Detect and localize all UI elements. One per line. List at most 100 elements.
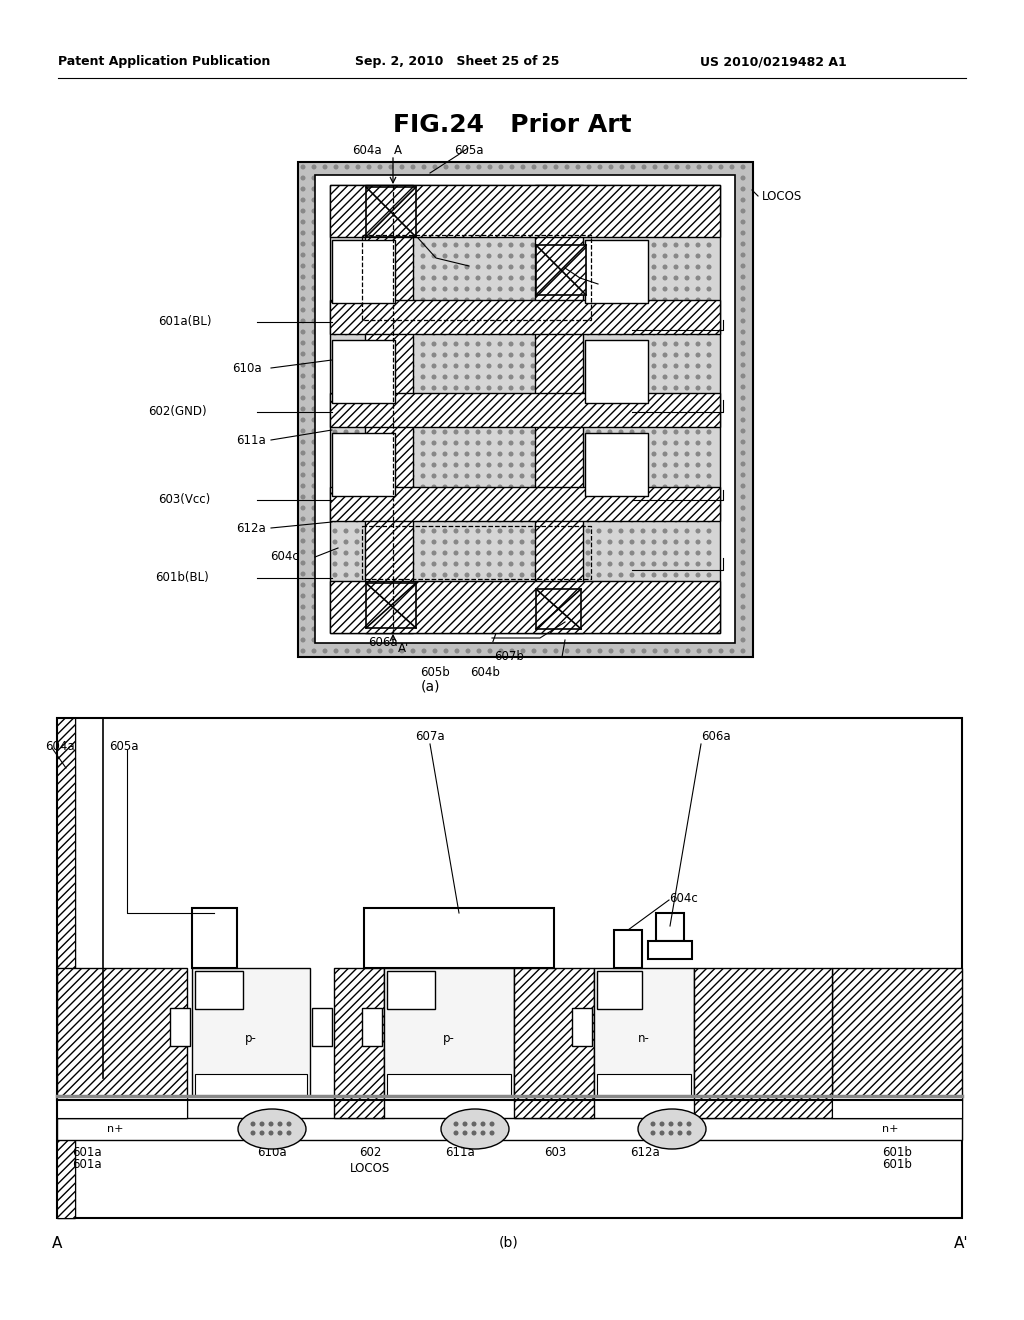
Circle shape — [488, 253, 492, 257]
Circle shape — [499, 430, 502, 434]
Circle shape — [532, 242, 536, 246]
Circle shape — [597, 562, 601, 566]
Circle shape — [465, 265, 469, 269]
Circle shape — [542, 222, 546, 224]
Circle shape — [664, 321, 667, 323]
Circle shape — [553, 354, 557, 356]
Circle shape — [621, 308, 624, 312]
Circle shape — [411, 573, 414, 577]
Circle shape — [565, 407, 568, 411]
Circle shape — [388, 321, 392, 323]
Circle shape — [630, 189, 634, 191]
Circle shape — [334, 209, 338, 213]
Circle shape — [686, 330, 690, 334]
Circle shape — [730, 561, 734, 565]
Circle shape — [345, 341, 349, 345]
Circle shape — [388, 486, 392, 488]
Circle shape — [665, 286, 668, 290]
Circle shape — [324, 484, 327, 488]
Circle shape — [631, 594, 635, 598]
Circle shape — [509, 387, 513, 389]
Circle shape — [531, 430, 535, 434]
Circle shape — [466, 495, 470, 499]
Circle shape — [477, 473, 481, 477]
Bar — [330, 300, 720, 334]
Circle shape — [412, 198, 415, 202]
Circle shape — [686, 550, 690, 554]
Circle shape — [412, 407, 415, 411]
Text: Patent Application Publication: Patent Application Publication — [58, 55, 270, 69]
Circle shape — [665, 495, 668, 499]
Circle shape — [521, 583, 524, 587]
Circle shape — [333, 309, 337, 313]
Circle shape — [697, 638, 700, 642]
Circle shape — [432, 189, 436, 191]
Circle shape — [565, 165, 568, 169]
Text: 601a: 601a — [72, 1159, 101, 1172]
Circle shape — [455, 298, 458, 302]
Circle shape — [356, 220, 359, 224]
Circle shape — [609, 594, 612, 598]
Circle shape — [477, 616, 481, 620]
Circle shape — [664, 463, 667, 467]
Circle shape — [499, 562, 502, 566]
Circle shape — [509, 420, 513, 422]
Circle shape — [719, 176, 723, 180]
Circle shape — [520, 288, 524, 290]
Circle shape — [575, 618, 579, 620]
Circle shape — [621, 363, 624, 367]
Circle shape — [586, 529, 590, 533]
Circle shape — [621, 440, 624, 444]
Circle shape — [665, 209, 668, 213]
Bar — [298, 162, 753, 657]
Circle shape — [532, 231, 536, 235]
Circle shape — [389, 264, 393, 268]
Circle shape — [368, 363, 371, 367]
Circle shape — [466, 176, 470, 180]
Circle shape — [455, 199, 458, 203]
Circle shape — [443, 222, 446, 224]
Circle shape — [686, 517, 690, 521]
Circle shape — [324, 550, 327, 554]
Circle shape — [719, 341, 723, 345]
Circle shape — [400, 286, 403, 290]
Circle shape — [456, 165, 459, 169]
Circle shape — [510, 638, 514, 642]
Circle shape — [345, 176, 349, 180]
Circle shape — [685, 375, 689, 379]
Circle shape — [532, 253, 536, 257]
Circle shape — [368, 583, 371, 587]
Circle shape — [665, 594, 668, 598]
Circle shape — [421, 606, 425, 610]
Circle shape — [400, 440, 403, 444]
Circle shape — [665, 649, 668, 653]
Circle shape — [543, 385, 547, 389]
Circle shape — [696, 342, 699, 346]
Circle shape — [368, 462, 371, 466]
Circle shape — [488, 231, 492, 235]
Circle shape — [433, 165, 437, 169]
Circle shape — [301, 330, 305, 334]
Circle shape — [444, 275, 447, 279]
Circle shape — [597, 354, 601, 356]
Circle shape — [675, 209, 679, 213]
Circle shape — [708, 331, 711, 335]
Circle shape — [653, 407, 656, 411]
Circle shape — [554, 561, 558, 565]
Circle shape — [565, 561, 568, 565]
Circle shape — [642, 484, 646, 488]
Circle shape — [543, 209, 547, 213]
Circle shape — [389, 627, 393, 631]
Circle shape — [554, 231, 558, 235]
Circle shape — [553, 486, 557, 488]
Circle shape — [708, 486, 711, 488]
Circle shape — [577, 451, 580, 455]
Circle shape — [488, 473, 492, 477]
Circle shape — [432, 397, 436, 401]
Circle shape — [422, 363, 426, 367]
Circle shape — [543, 550, 547, 554]
Circle shape — [444, 407, 447, 411]
Circle shape — [620, 585, 623, 587]
Circle shape — [301, 242, 305, 246]
Circle shape — [334, 440, 338, 444]
